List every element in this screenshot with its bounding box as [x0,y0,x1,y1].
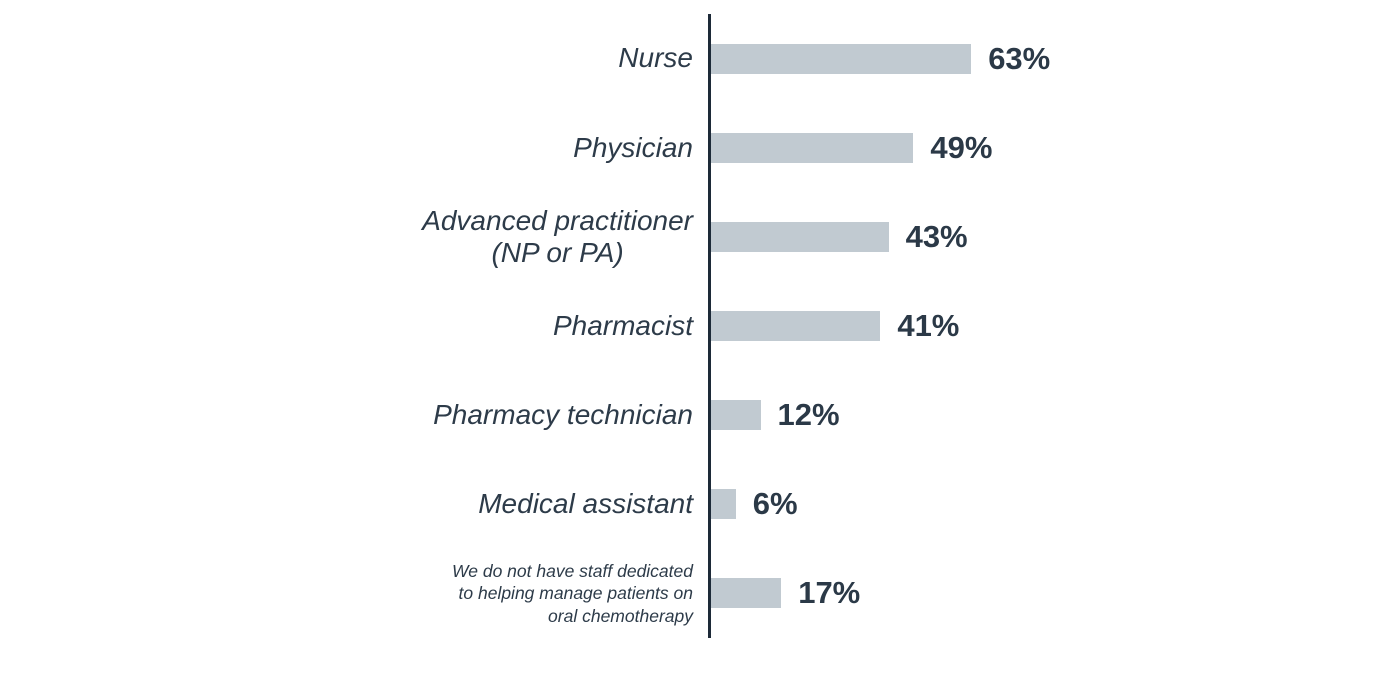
category-label-text: Medical assistant [478,488,693,520]
bar-row: Nurse 63% [0,14,1400,103]
bar [711,221,889,252]
category-label-text: Nurse [618,42,693,74]
bar-rows-container: Nurse 63% Physician 49% Advanced practitione… [0,14,1400,638]
bar [711,132,914,163]
category-label-text: Pharmacist [552,309,693,341]
category-label-text: Pharmacy technician [433,399,693,431]
bar-row: We do not have staff dedicated to helping… [0,549,1400,638]
category-label: Medical assistant [0,488,708,520]
category-label: Nurse [0,42,708,74]
bar-row: Physician 49% [0,103,1400,192]
category-label: Physician [0,132,708,164]
category-label-text: Physician [573,131,693,163]
category-label-text: We do not have staff dedicated to helping… [452,561,693,626]
category-label: Pharmacist [0,310,708,342]
bar-row: Medical assistant 6% [0,460,1400,549]
bar-row: Pharmacy technician 12% [0,371,1400,460]
value-label: 41% [897,307,960,343]
value-label: 63% [988,40,1051,76]
value-label: 17% [798,575,861,611]
category-axis-line [708,14,711,638]
bar [711,310,881,341]
horizontal-bar-chart: Nurse 63% Physician 49% Advanced practitione… [0,14,1400,638]
bar-row: Advanced practitioner (NP or PA) 43% [0,192,1400,281]
bar [711,400,761,431]
bar-row: Pharmacist 41% [0,281,1400,370]
bar [711,489,736,520]
category-label: We do not have staff dedicated to helping… [0,560,708,627]
category-label: Advanced practitioner (NP or PA) [0,205,708,269]
value-label: 49% [930,129,993,165]
value-label: 12% [777,397,840,433]
value-label: 43% [905,218,968,254]
category-label-text: Advanced practitioner (NP or PA) [422,204,693,268]
category-label: Pharmacy technician [0,399,708,431]
value-label: 6% [752,486,798,522]
bar [711,43,972,74]
bar [711,578,782,609]
